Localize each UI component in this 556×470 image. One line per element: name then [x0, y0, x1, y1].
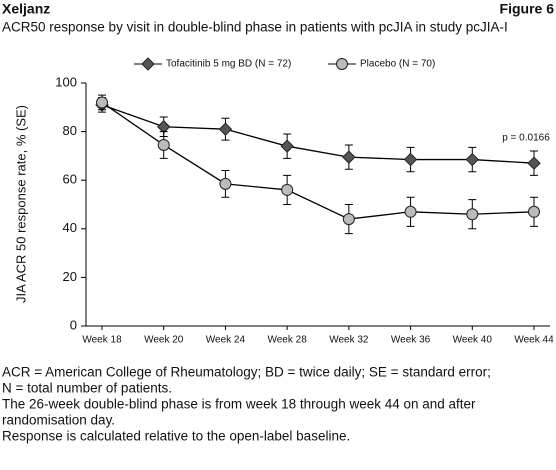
point	[527, 156, 541, 170]
chart-title: ACR50 response by visit in double-blind …	[2, 20, 508, 35]
legend-marker	[141, 57, 155, 71]
point	[403, 152, 418, 167]
y-axis-label: JIA ACR 50 response rate, % (SE)	[13, 105, 28, 303]
footnote: randomisation day.	[2, 413, 115, 428]
x-tick-label: Week 20	[144, 335, 184, 346]
point	[96, 96, 108, 109]
series-line	[101, 101, 535, 220]
footnote: The 26-week double-blind phase is from w…	[2, 397, 476, 412]
point	[280, 139, 294, 153]
point	[404, 205, 417, 218]
product-name: Xeljanz	[2, 1, 50, 17]
legend-label: Placebo (N = 70)	[360, 59, 435, 70]
point	[342, 150, 356, 164]
point	[218, 122, 233, 136]
footnote: Response is calculated relative to the o…	[2, 429, 350, 444]
point	[281, 183, 294, 196]
y-tick-label: 100	[55, 74, 77, 89]
x-tick-label: Week 32	[329, 335, 369, 346]
x-tick-label: Week 44	[514, 335, 554, 346]
point	[465, 152, 479, 167]
x-tick-label: Week 24	[206, 335, 246, 346]
series-line	[101, 104, 535, 164]
y-tick-label: 80	[63, 123, 77, 138]
y-tick-label: 40	[63, 220, 77, 235]
x-tick-label: Week 36	[391, 335, 431, 346]
footnote: N = total number of patients.	[2, 381, 172, 396]
y-tick-label: 0	[70, 317, 77, 332]
point	[466, 208, 479, 221]
legend-marker	[336, 58, 348, 70]
point	[157, 138, 170, 151]
point	[528, 205, 540, 218]
x-tick-label: Week 28	[267, 335, 307, 346]
point	[219, 177, 232, 190]
y-tick-label: 20	[63, 269, 77, 284]
figure-label: Figure 6	[500, 1, 555, 17]
legend-label: Tofacitinib 5 mg BD (N = 72)	[166, 59, 291, 70]
annotation: p = 0.0166	[502, 133, 550, 144]
y-tick-label: 60	[63, 172, 77, 187]
x-tick-label: Week 40	[453, 335, 493, 346]
x-tick-label: Week 18	[82, 335, 122, 346]
point	[342, 213, 355, 226]
footnote: ACR = American College of Rheumatology; …	[2, 365, 491, 380]
point	[157, 120, 171, 134]
